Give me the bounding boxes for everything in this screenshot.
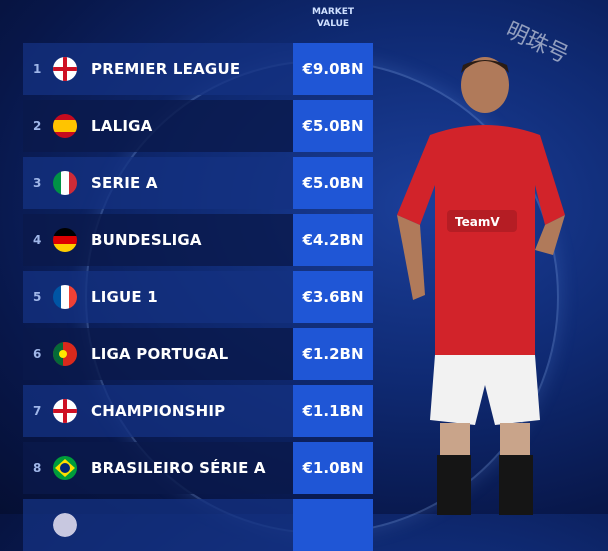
table-row: 2 LALIGA [23, 100, 293, 152]
table-row [23, 499, 293, 551]
market-value-header: MARKET VALUE [293, 6, 373, 30]
rank: 5 [33, 290, 42, 304]
table-row: 5 LIGUE 1 [23, 271, 293, 323]
header-line: VALUE [316, 19, 350, 29]
league-name: BUNDESLIGA [91, 231, 202, 249]
england-flag-icon [53, 57, 77, 81]
flag-icon [53, 513, 77, 537]
market-value: €1.1BN [293, 385, 373, 437]
germany-flag-icon [53, 228, 77, 252]
rank: 7 [33, 404, 42, 418]
market-value: €1.2BN [293, 328, 373, 380]
table-row: 4 BUNDESLIGA [23, 214, 293, 266]
table-row: 6 LIGA PORTUGAL [23, 328, 293, 380]
league-name: CHAMPIONSHIP [91, 402, 226, 420]
portugal-flag-icon [53, 342, 77, 366]
league-name: LIGA PORTUGAL [91, 345, 229, 363]
league-name: SERIE A [91, 174, 158, 192]
svg-text:TeamV: TeamV [455, 215, 500, 229]
rank: 2 [33, 119, 42, 133]
england-flag-icon [53, 399, 77, 423]
table-row: 7 CHAMPIONSHIP [23, 385, 293, 437]
market-value: €1.0BN [293, 442, 373, 494]
rank: 1 [33, 62, 42, 76]
table-row: 8 BRASILEIRO SÉRIE A [23, 442, 293, 494]
market-value: €9.0BN [293, 43, 373, 95]
rank: 4 [33, 233, 42, 247]
market-value: €5.0BN [293, 157, 373, 209]
rank: 8 [33, 461, 42, 475]
market-value: €5.0BN [293, 100, 373, 152]
france-flag-icon [53, 285, 77, 309]
spain-flag-icon [53, 114, 77, 138]
header-line: MARKET [311, 7, 355, 17]
rank: 3 [33, 176, 42, 190]
league-name: PREMIER LEAGUE [91, 60, 241, 78]
league-name: LALIGA [91, 117, 153, 135]
table-row: 1 PREMIER LEAGUE [23, 43, 293, 95]
league-name: BRASILEIRO SÉRIE A [91, 459, 266, 477]
market-value: €3.6BN [293, 271, 373, 323]
rank: 6 [33, 347, 42, 361]
table-row: 3 SERIE A [23, 157, 293, 209]
market-value [293, 499, 373, 551]
italy-flag-icon [53, 171, 77, 195]
player-image: TeamV [397, 57, 565, 515]
brazil-flag-icon [53, 456, 77, 480]
market-value: €4.2BN [293, 214, 373, 266]
league-name: LIGUE 1 [91, 288, 158, 306]
